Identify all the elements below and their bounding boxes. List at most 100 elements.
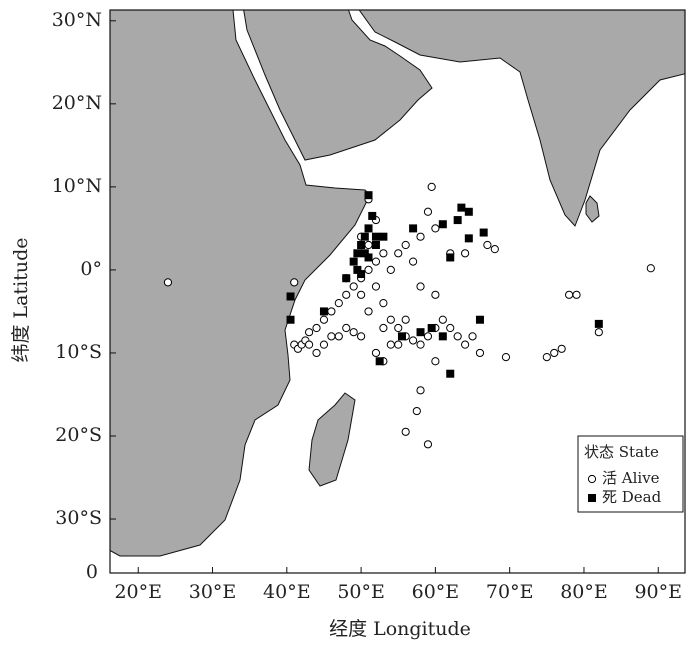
y-axis-label: 纬度 Latitude: [10, 238, 32, 363]
alive-point: [379, 323, 388, 333]
alive-point: [461, 249, 470, 258]
alive-point: [290, 278, 299, 287]
alive-point: [423, 332, 433, 341]
dead-point: [397, 332, 406, 341]
dead-point: [364, 224, 373, 233]
alive-point: [483, 240, 492, 250]
alive-point: [349, 282, 358, 291]
dead-point: [464, 207, 473, 216]
dead-point: [479, 228, 488, 237]
x-tick-label: 70°E: [486, 581, 534, 603]
y-tick-label: 20°N: [52, 92, 102, 114]
x-tick-label: 80°E: [560, 581, 608, 603]
x-tick-label: 40°E: [263, 581, 311, 603]
legend-title: 状态 State: [584, 443, 659, 461]
dead-point: [379, 232, 388, 241]
alive-point: [565, 290, 574, 299]
dead-point: [438, 332, 447, 341]
alive-point: [319, 315, 329, 324]
alive-point: [379, 249, 388, 258]
alive-point: [409, 336, 418, 345]
alive-point: [394, 323, 403, 333]
dead-point: [371, 240, 380, 249]
y-tick-label: 0°: [80, 258, 102, 280]
alive-point: [379, 299, 388, 308]
alive-point: [394, 340, 403, 349]
arabia: [243, 10, 433, 161]
x-axis-label: 经度 Longitude: [329, 618, 471, 640]
dead-point: [594, 319, 603, 328]
alive-point: [319, 340, 329, 349]
dead-point: [416, 328, 425, 337]
alive-point: [446, 323, 455, 333]
alive-point: [163, 278, 173, 287]
x-tick-label: 50°E: [337, 581, 385, 603]
y-tick-label: 30°N: [52, 9, 102, 31]
dead-point: [409, 224, 418, 233]
corner-label: 0: [86, 561, 98, 583]
dead-point: [371, 232, 380, 241]
alive-point: [327, 332, 336, 341]
alive-point: [475, 348, 485, 358]
alive-point: [587, 474, 597, 484]
alive-point: [304, 340, 314, 349]
alive-point: [386, 265, 395, 275]
dead-point: [353, 249, 362, 258]
land-layer: [110, 10, 685, 557]
alive-point: [334, 299, 343, 308]
alive-point: [386, 340, 395, 349]
alive-point: [412, 406, 421, 416]
alive-point: [342, 323, 351, 333]
alive-point: [468, 332, 477, 341]
dead-point: [357, 240, 366, 249]
dead-point: [360, 232, 369, 241]
dead-point: [457, 203, 466, 212]
dead-point: [588, 494, 596, 502]
dead-point: [446, 369, 455, 378]
alive-point: [594, 328, 603, 337]
alive-point: [550, 348, 559, 358]
alive-point: [312, 348, 321, 358]
alive-point: [431, 224, 440, 233]
y-tick-label: 10°S: [55, 341, 102, 363]
alive-point: [371, 257, 381, 266]
dead-point: [357, 270, 366, 279]
alive-point: [427, 182, 436, 191]
alive-point: [416, 282, 425, 291]
alive-point: [557, 344, 566, 353]
asia: [358, 10, 685, 227]
dead-point: [286, 292, 295, 301]
dead-point: [364, 191, 373, 200]
alive-point: [646, 264, 655, 273]
alive-point: [438, 315, 447, 324]
alive-point: [431, 357, 440, 366]
alive-point: [401, 240, 410, 250]
alive-point: [542, 353, 551, 362]
y-tick-label: 20°S: [55, 424, 102, 446]
alive-point: [327, 307, 336, 316]
alive-point: [431, 290, 440, 299]
alive-point: [371, 282, 381, 291]
alive-point: [416, 232, 425, 241]
legend-label: 活 Alive: [602, 469, 660, 487]
dead-point: [446, 253, 455, 262]
alive-point: [401, 315, 410, 324]
x-tick-label: 60°E: [412, 581, 460, 603]
y-tick-label: 10°N: [52, 175, 102, 197]
alive-point: [501, 353, 511, 362]
alive-point: [364, 307, 373, 316]
dead-point: [475, 315, 484, 324]
dead-point: [319, 307, 328, 316]
alive-point: [401, 427, 410, 436]
legend-label: 死 Dead: [602, 488, 662, 506]
dead-point: [360, 249, 369, 258]
dead-point: [453, 216, 462, 225]
x-tick-label: 90°E: [634, 581, 682, 603]
dead-point: [342, 274, 351, 283]
dead-point: [464, 234, 473, 243]
madagascar: [308, 392, 356, 487]
x-tick-label: 20°E: [114, 581, 162, 603]
africa: [110, 10, 371, 557]
alive-point: [342, 290, 351, 299]
